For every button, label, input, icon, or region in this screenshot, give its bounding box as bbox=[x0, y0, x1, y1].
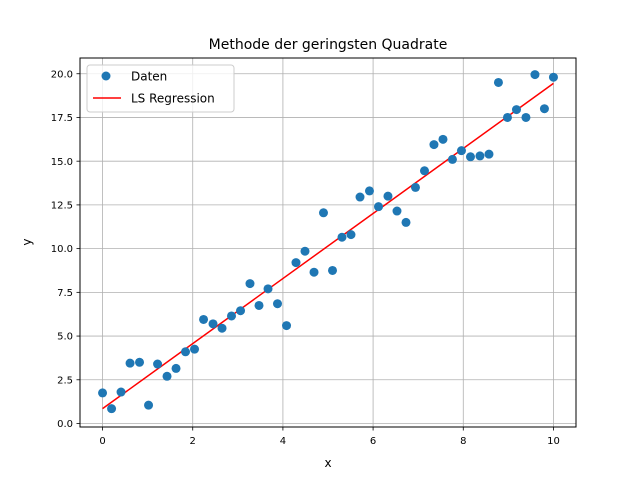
regression-line bbox=[102, 82, 554, 410]
y-tick-label: 7.5 bbox=[57, 288, 73, 299]
data-point bbox=[171, 363, 181, 373]
data-point bbox=[135, 357, 145, 367]
data-point bbox=[429, 140, 439, 150]
data-point bbox=[392, 206, 402, 216]
data-point bbox=[208, 319, 218, 329]
data-point bbox=[254, 300, 264, 310]
data-point bbox=[263, 284, 273, 294]
data-point bbox=[346, 230, 356, 240]
data-points-layer bbox=[98, 70, 558, 414]
data-point bbox=[383, 191, 393, 201]
data-point bbox=[144, 400, 154, 410]
data-point bbox=[309, 267, 319, 277]
data-point bbox=[337, 232, 347, 242]
data-point bbox=[548, 72, 558, 82]
data-point bbox=[300, 246, 310, 256]
data-point bbox=[98, 388, 108, 398]
y-tick-label: 17.5 bbox=[51, 113, 73, 124]
data-point bbox=[125, 358, 135, 368]
y-tick-label: 0.0 bbox=[57, 419, 73, 430]
legend-box bbox=[86, 64, 235, 113]
data-point bbox=[355, 192, 365, 202]
x-tick-label: 4 bbox=[280, 436, 286, 447]
x-tick-label: 2 bbox=[190, 436, 196, 447]
data-point bbox=[419, 166, 429, 176]
y-tick-label: 5.0 bbox=[57, 332, 73, 343]
regression-line-layer bbox=[102, 82, 554, 410]
data-point bbox=[438, 134, 448, 144]
grid-lines bbox=[80, 58, 576, 427]
data-point bbox=[511, 105, 521, 115]
y-tick-label: 2.5 bbox=[57, 375, 73, 386]
data-point bbox=[410, 182, 420, 192]
y-tick-label: 20.0 bbox=[51, 69, 73, 80]
data-point bbox=[217, 323, 227, 333]
data-point bbox=[374, 202, 384, 212]
plot-frame bbox=[79, 57, 577, 428]
data-point bbox=[153, 359, 163, 369]
x-axis-label: x bbox=[324, 456, 331, 470]
y-axis-label: y bbox=[20, 238, 34, 245]
data-point bbox=[447, 154, 457, 164]
data-point bbox=[181, 347, 191, 357]
data-point bbox=[272, 299, 282, 309]
data-point bbox=[190, 344, 200, 354]
data-point bbox=[116, 387, 126, 397]
axis-ticks: 0 2 4 6 8 10 0.0 2.5 5.0 7.5 10.0 12.5 15.0 17.5 20.0 bbox=[51, 69, 560, 447]
data-point bbox=[539, 104, 549, 114]
legend-label-regression: LS Regression bbox=[131, 92, 215, 106]
y-tick-label: 10.0 bbox=[51, 244, 73, 255]
y-tick-label: 15.0 bbox=[51, 157, 73, 168]
y-tick-label: 12.5 bbox=[51, 201, 73, 212]
data-point bbox=[465, 152, 475, 162]
data-point bbox=[162, 371, 172, 381]
data-point bbox=[107, 404, 117, 414]
legend-marker-daten bbox=[101, 71, 111, 81]
data-point bbox=[282, 321, 292, 331]
data-point bbox=[401, 217, 411, 227]
data-point bbox=[236, 306, 246, 316]
x-tick-label: 8 bbox=[460, 436, 466, 447]
data-point bbox=[521, 112, 531, 122]
data-point bbox=[502, 112, 512, 122]
data-point bbox=[456, 146, 466, 156]
x-tick-label: 6 bbox=[370, 436, 376, 447]
data-point bbox=[328, 265, 338, 275]
data-point bbox=[493, 77, 503, 87]
data-point bbox=[318, 208, 328, 218]
legend-label-daten: Daten bbox=[131, 70, 167, 84]
x-tick-label: 0 bbox=[99, 436, 105, 447]
data-point bbox=[364, 186, 374, 196]
data-point bbox=[199, 314, 209, 324]
data-point bbox=[245, 279, 255, 289]
chart-title: Methode der geringsten Quadrate bbox=[209, 37, 448, 53]
legend: Daten LS Regression bbox=[86, 64, 235, 113]
data-point bbox=[291, 258, 301, 268]
data-point bbox=[484, 149, 494, 159]
data-point bbox=[475, 151, 485, 161]
data-point bbox=[227, 311, 237, 321]
data-point bbox=[530, 70, 540, 80]
x-tick-label: 10 bbox=[547, 436, 560, 447]
